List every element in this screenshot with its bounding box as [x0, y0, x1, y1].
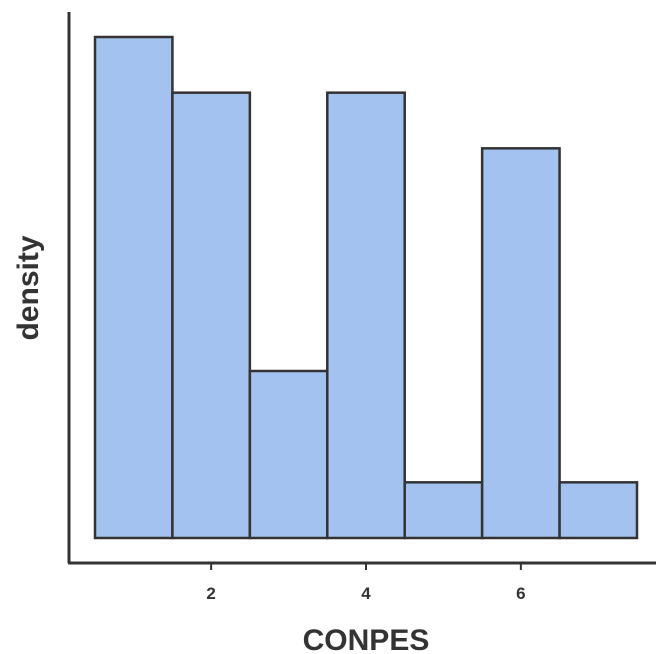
histogram-bar-7	[558, 481, 639, 540]
histogram-bar-6	[480, 147, 561, 540]
x-axis-title: CONPES	[303, 624, 430, 654]
histogram-bar-2	[171, 91, 252, 540]
x-tick-label-4: 4	[361, 584, 371, 603]
histogram-bar-5	[403, 481, 484, 540]
histogram-bar-3	[248, 369, 329, 540]
histogram-bar-4	[326, 91, 406, 540]
x-tick-label-2: 2	[206, 584, 215, 603]
bars	[93, 35, 639, 540]
x-axis-ticks: 2 4 6	[206, 564, 526, 603]
x-tick-label-6: 6	[516, 584, 525, 603]
y-axis-title: density	[12, 235, 45, 340]
histogram-bar-1	[93, 35, 174, 540]
